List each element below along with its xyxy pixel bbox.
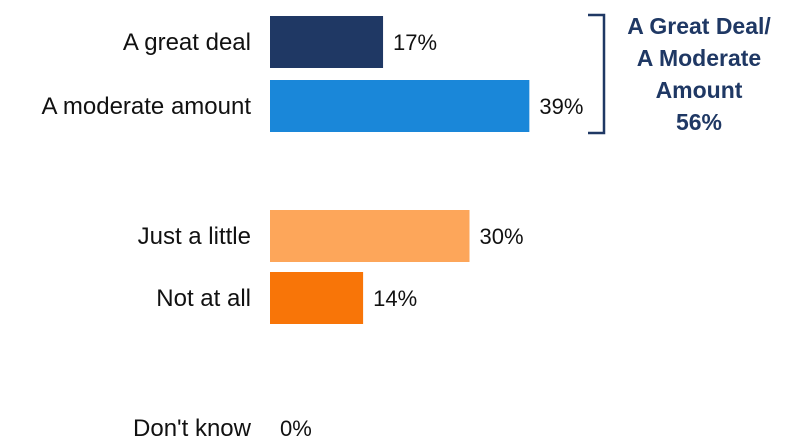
value-labels: 17% 39% 30% 14% 0% xyxy=(280,30,583,439)
value-label-not-at-all: 14% xyxy=(373,286,417,311)
annotation-line-4: 56% xyxy=(676,109,722,135)
value-label-just-a-little: 30% xyxy=(480,224,524,249)
category-labels: A great deal A moderate amount Just a litt… xyxy=(42,29,252,439)
bracket-shape xyxy=(588,13,606,135)
category-label-just-a-little: Just a little xyxy=(138,223,251,250)
annotation-line-2: A Moderate xyxy=(637,45,761,71)
bar-a-moderate-amount xyxy=(270,80,530,132)
bar-just-a-little xyxy=(270,210,470,262)
category-label-a-moderate-amount: A moderate amount xyxy=(42,93,252,120)
total-annotation: A Great Deal/ A Moderate Amount 56% xyxy=(588,13,771,135)
value-label-a-great-deal: 17% xyxy=(393,30,437,55)
bar-group xyxy=(270,16,530,324)
category-label-not-at-all: Not at all xyxy=(156,285,251,312)
value-label-a-moderate-amount: 39% xyxy=(539,94,583,119)
annotation-line-3: Amount xyxy=(656,77,743,103)
category-label-don-t-know: Don't know xyxy=(133,415,252,439)
category-label-a-great-deal: A great deal xyxy=(123,29,251,56)
bar-not-at-all xyxy=(270,272,364,324)
bar-a-great-deal xyxy=(270,16,384,68)
annotation-line-1: A Great Deal/ xyxy=(627,13,771,39)
value-label-don-t-know: 0% xyxy=(280,416,312,439)
